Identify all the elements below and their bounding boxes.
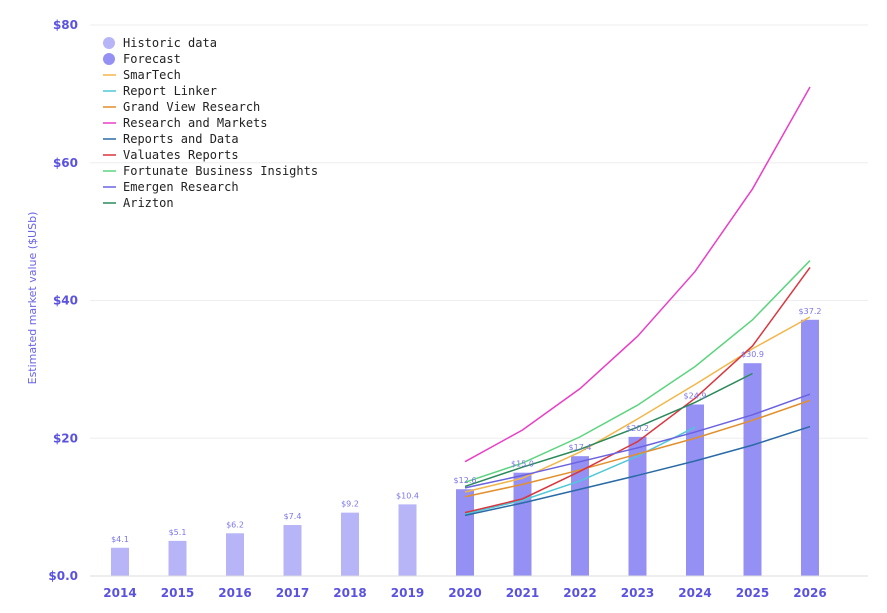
grid-layer xyxy=(90,24,868,439)
series-line xyxy=(464,316,811,493)
series-line xyxy=(464,425,811,517)
series-line xyxy=(464,393,811,489)
legend-item-label: Reports and Data xyxy=(123,132,239,146)
bar-value-label: $37.2 xyxy=(799,307,822,316)
legend-item-label: Fortunate Business Insights xyxy=(123,164,318,178)
series-line xyxy=(464,86,811,463)
y-axis-label: Estimated market value ($USb) xyxy=(26,212,39,385)
x-tick-label: 2017 xyxy=(276,586,309,600)
legend-item-label: Research and Markets xyxy=(123,116,268,130)
x-tick-label: 2014 xyxy=(103,586,136,600)
series-line xyxy=(464,266,811,514)
bar-value-label: $10.4 xyxy=(396,491,419,500)
labels-layer: $4.1 $5.1 $6.2 $7.4 $9.2 $10.4 $12.6 $15.0 $17.4… xyxy=(111,307,821,544)
legend-item-label: Arizton xyxy=(123,196,174,210)
legend-marker xyxy=(103,53,115,65)
bar xyxy=(168,540,187,576)
bar-value-label: $5.1 xyxy=(169,528,187,537)
x-tick-label: 2026 xyxy=(793,586,826,600)
x-tick-label: 2024 xyxy=(678,586,711,600)
series-line xyxy=(464,426,696,515)
bar xyxy=(341,512,359,576)
bar-value-label: $30.9 xyxy=(741,350,764,359)
legend-marker xyxy=(103,37,115,49)
x-tick-label: 2016 xyxy=(218,586,251,600)
bar-value-label: $7.4 xyxy=(284,512,302,521)
lines-layer xyxy=(464,86,811,517)
bar xyxy=(571,456,589,576)
bar-value-label: $20.2 xyxy=(626,424,649,433)
legend-item-label: Forecast xyxy=(123,52,181,66)
bar xyxy=(801,319,819,576)
x-tick-label: 2022 xyxy=(563,586,596,600)
x-tick-label: 2018 xyxy=(333,586,366,600)
x-tick-label: 2020 xyxy=(448,586,481,600)
legend-item-label: Historic data xyxy=(123,36,217,50)
bar-value-label: $15.0 xyxy=(511,460,534,469)
bar xyxy=(686,404,704,576)
bar xyxy=(111,547,129,576)
bar-value-label: $17.4 xyxy=(569,443,592,452)
x-tick-label: 2023 xyxy=(621,586,654,600)
bar xyxy=(628,436,647,576)
legend: Historic data Forecast SmarTech Report Link… xyxy=(103,36,318,210)
y-tick-label: $60 xyxy=(53,156,78,170)
series-line xyxy=(464,260,811,484)
y-tick-label: $80 xyxy=(53,18,78,32)
y-tick-label: $40 xyxy=(53,294,78,308)
series-line xyxy=(464,399,811,498)
bar-value-label: $4.1 xyxy=(111,535,129,544)
bar-value-label: $24.9 xyxy=(684,392,707,401)
bar xyxy=(226,533,244,576)
x-tick-label: 2021 xyxy=(506,586,539,600)
x-tick-label: 2015 xyxy=(161,586,194,600)
bar xyxy=(283,525,302,576)
legend-item-label: Emergen Research xyxy=(123,180,239,194)
bar-value-label: $6.2 xyxy=(226,520,244,529)
y-tick-label: $0.0 xyxy=(48,569,78,583)
bar xyxy=(456,489,474,576)
x-tick-label: 2025 xyxy=(736,586,769,600)
legend-item-label: Report Linker xyxy=(123,84,217,98)
legend-item-label: SmarTech xyxy=(123,68,181,82)
y-tick-label: $20 xyxy=(53,431,78,445)
x-tick-label: 2019 xyxy=(391,586,424,600)
legend-item-label: Grand View Research xyxy=(123,100,260,114)
series-line xyxy=(464,372,753,488)
bar-value-label: $12.6 xyxy=(454,476,477,485)
bar xyxy=(513,472,532,576)
bars-layer xyxy=(111,319,819,576)
axes-layer: $0.0 $20 $40 $60 $80 2014 2015 2016 2017 2018 2019… xyxy=(48,18,868,600)
bar xyxy=(743,363,762,576)
legend-item-label: Valuates Reports xyxy=(123,148,239,162)
bar-value-label: $9.2 xyxy=(341,500,359,509)
bar xyxy=(398,504,417,576)
